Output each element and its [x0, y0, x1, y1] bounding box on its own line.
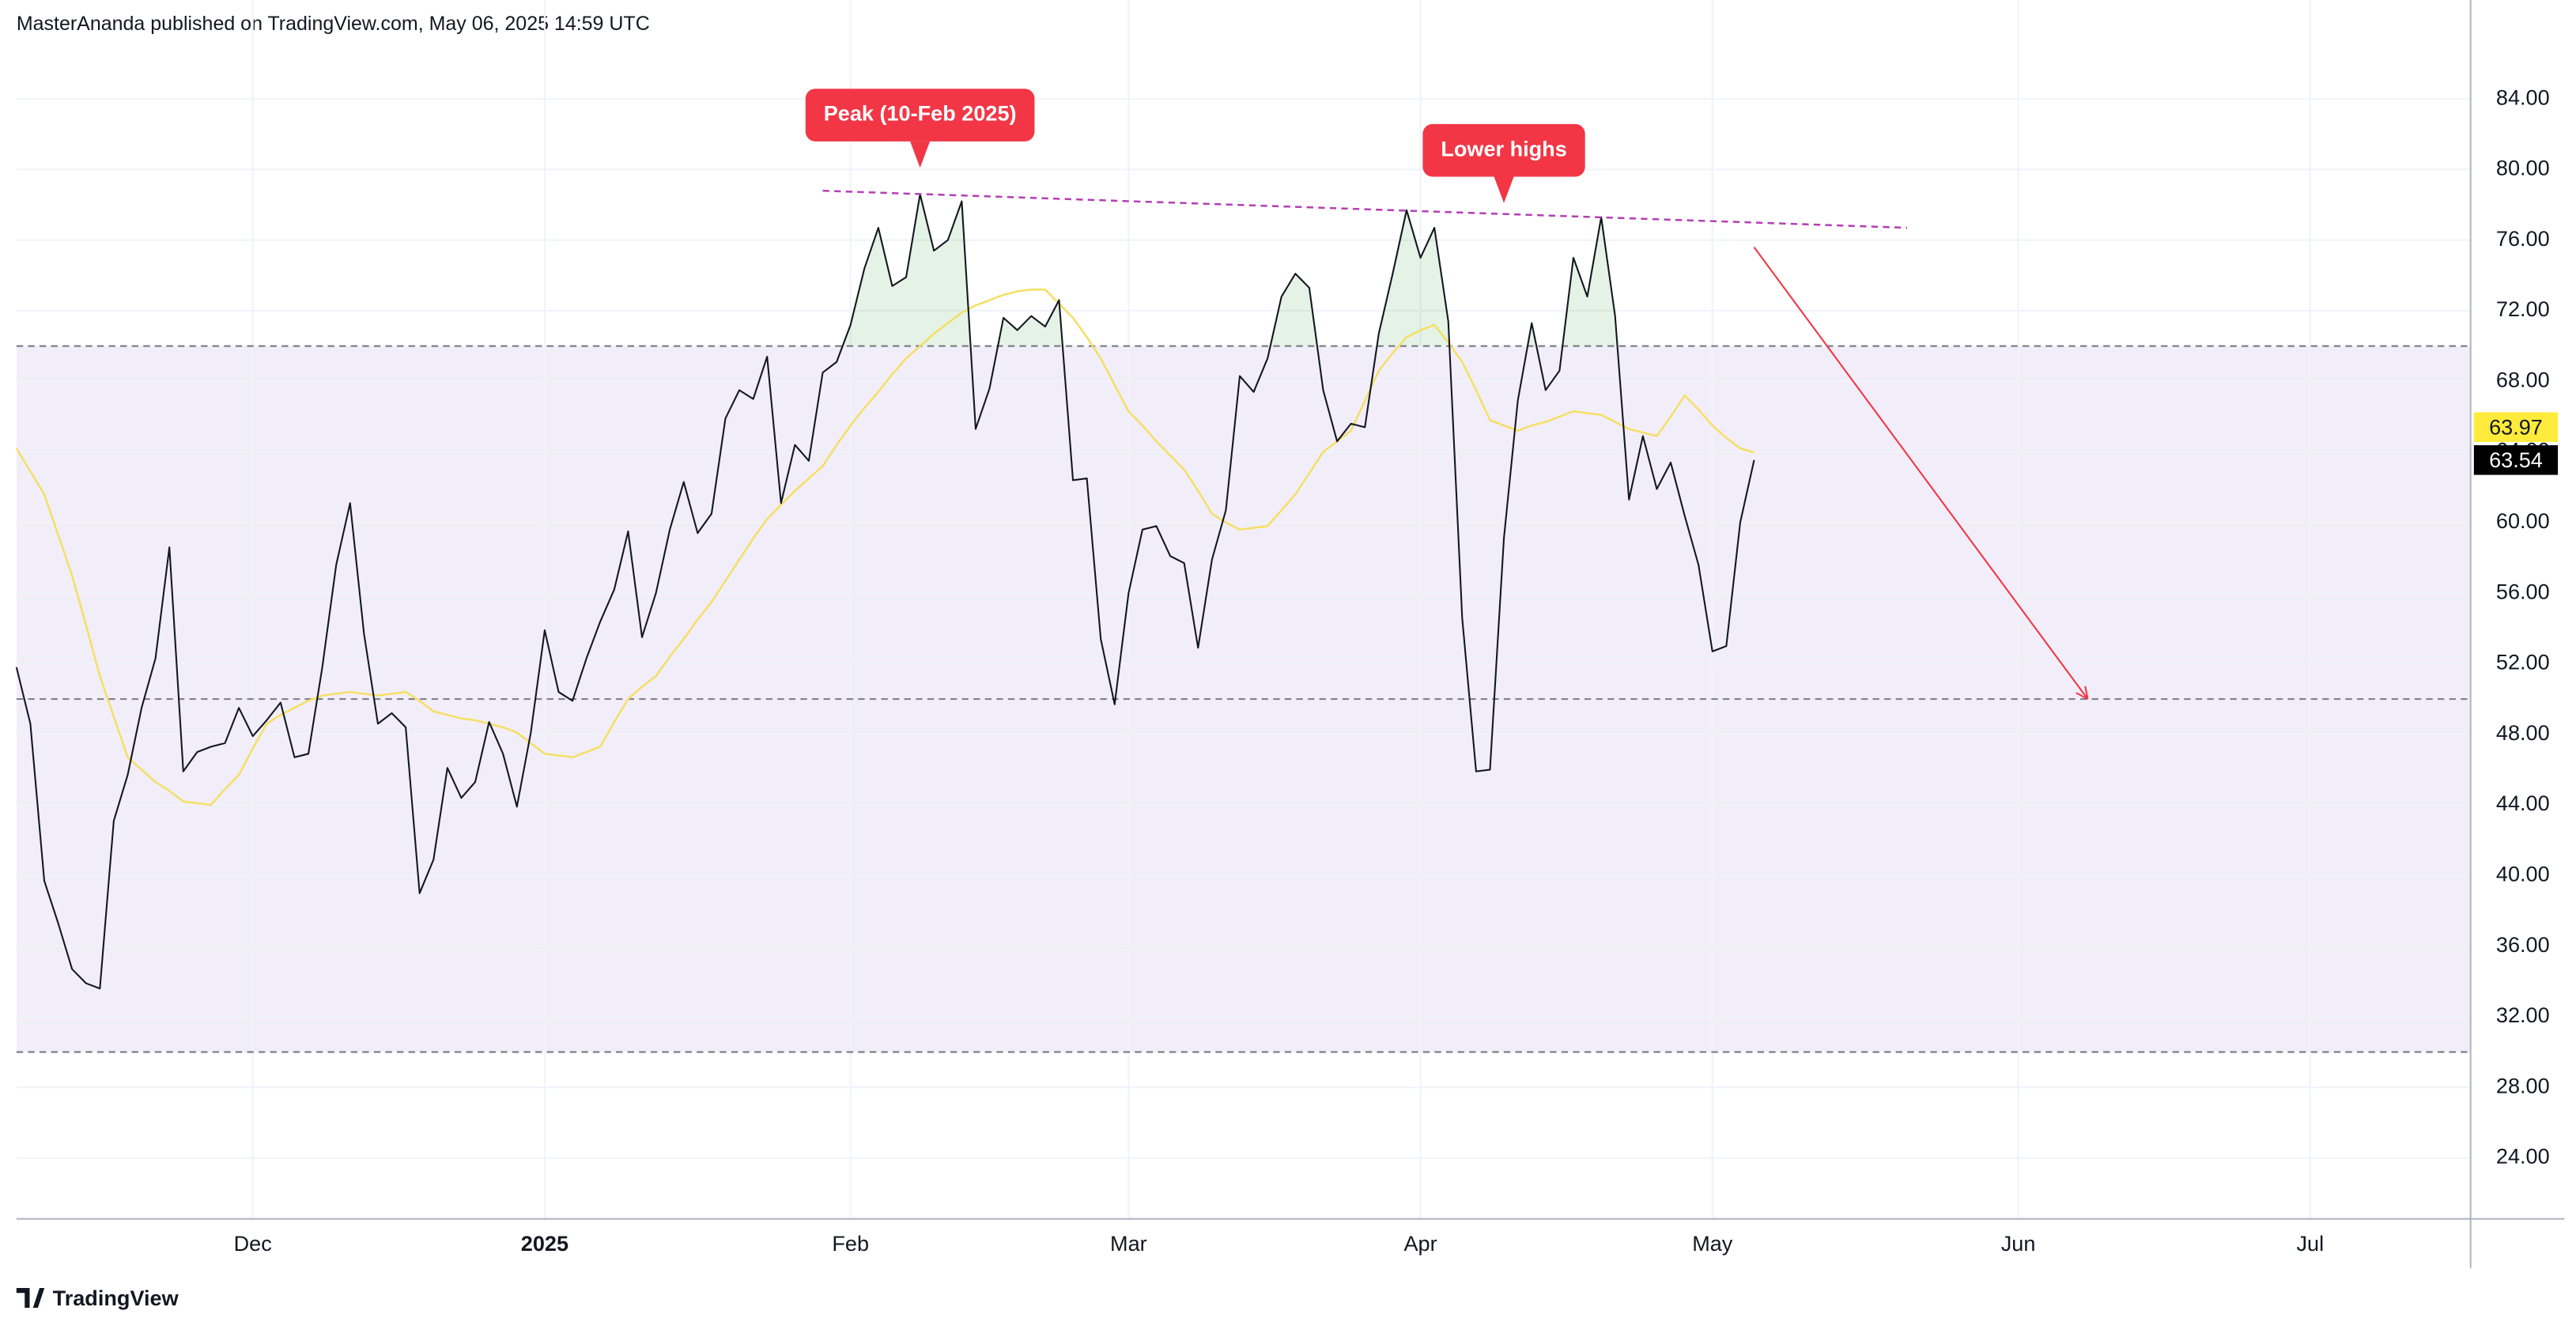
last-value-label: 63.54 [2489, 448, 2543, 472]
callout-text: Peak (10-Feb 2025) [824, 101, 1017, 126]
y-tick-label: 36.00 [2496, 932, 2550, 957]
callout: Peak (10-Feb 2025) [805, 89, 1035, 168]
x-tick-label: May [1692, 1231, 1733, 1256]
last-value-label: 63.97 [2489, 414, 2543, 439]
x-tick-label: Dec [234, 1231, 272, 1256]
footer-brand: TradingView [53, 1286, 179, 1310]
y-tick-label: 24.00 [2496, 1144, 2550, 1169]
arrow-head [2076, 692, 2088, 701]
callout-text: Lower highs [1441, 136, 1566, 161]
y-tick-label: 40.00 [2496, 862, 2550, 886]
y-tick-label: 60.00 [2496, 508, 2550, 533]
y-tick-label: 72.00 [2496, 297, 2550, 321]
callout-box [805, 89, 1035, 142]
last-value-badge [2473, 445, 2559, 475]
x-tick-label: Feb [832, 1231, 869, 1256]
y-tick-label: 84.00 [2496, 85, 2550, 109]
y-tick-label: 76.00 [2496, 226, 2550, 251]
y-tick-label: 52.00 [2496, 650, 2550, 674]
series-line [15, 288, 1754, 806]
last-value-badge [2473, 412, 2559, 442]
publisher-header: MasterAnanda published on TradingView.co… [17, 13, 650, 35]
overbought-fill [842, 194, 1618, 346]
y-tick-label: 28.00 [2496, 1073, 2550, 1097]
callout-pointer [910, 141, 931, 168]
x-tick-label: Jul [2296, 1231, 2324, 1256]
tradingview-logo [16, 1288, 45, 1309]
x-tick-label: Apr [1403, 1231, 1437, 1256]
y-tick-label: 56.00 [2496, 579, 2550, 603]
x-tick-label: Jun [2001, 1231, 2036, 1256]
x-tick-label: Mar [1110, 1231, 1147, 1256]
arrow-head [2084, 686, 2089, 700]
y-tick-label: 68.00 [2496, 367, 2550, 391]
trendline [822, 189, 1907, 229]
y-tick-label: 80.00 [2496, 156, 2550, 180]
y-tick-label: 48.00 [2496, 720, 2550, 745]
callout: Lower highs [1422, 123, 1585, 203]
y-tick-label: 32.00 [2496, 1003, 2550, 1027]
callout-pointer [1494, 176, 1514, 203]
arrow [1753, 247, 2089, 700]
y-tick-label: 44.00 [2496, 791, 2550, 815]
x-tick-label: 2025 [521, 1231, 568, 1256]
series-line [15, 193, 1755, 990]
callout-box [1422, 123, 1585, 177]
